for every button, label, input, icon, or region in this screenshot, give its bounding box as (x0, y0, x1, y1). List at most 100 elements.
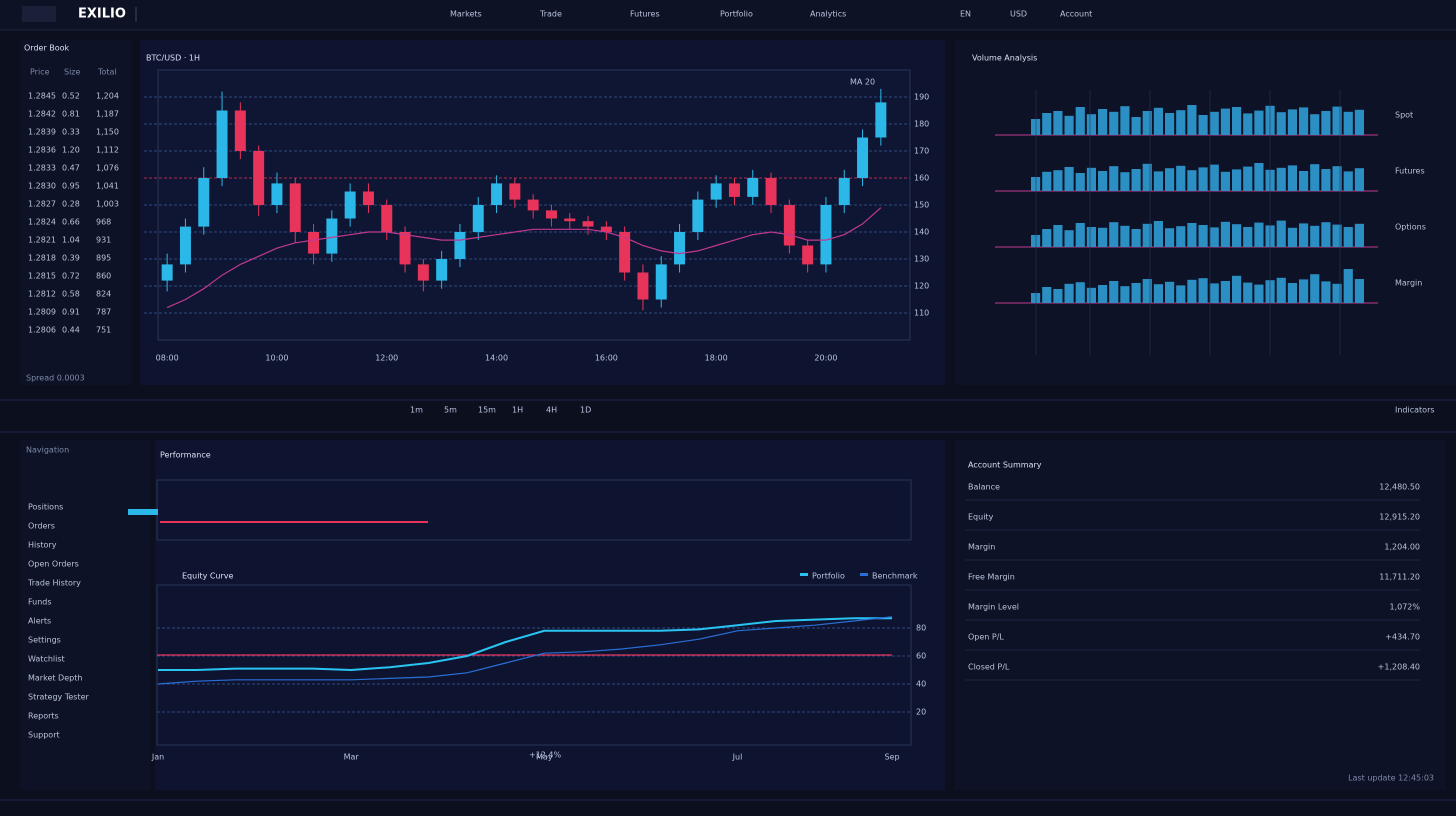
timeframe-button[interactable]: 1H (512, 406, 523, 415)
timeframe-button[interactable]: 4H (546, 406, 557, 415)
y-tick-label: 60 (916, 652, 926, 661)
sidebar-item[interactable]: Alerts (28, 617, 51, 626)
summary-panel (955, 440, 1445, 790)
volume-bar (1142, 279, 1152, 303)
order-book-cell: 1,187 (96, 110, 119, 119)
y-tick-label: 120 (914, 282, 929, 291)
sidebar-item[interactable]: History (28, 541, 57, 550)
summary-value: 12,915.20 (1379, 513, 1420, 522)
header-control[interactable]: EN (960, 10, 971, 19)
nav-item[interactable]: Portfolio (720, 10, 753, 19)
sidebar-item[interactable]: Reports (28, 712, 59, 721)
volume-bar (1220, 108, 1230, 135)
order-book-cell: 0.33 (62, 128, 80, 137)
top-bar (0, 0, 1456, 30)
order-book-cell: 1,003 (96, 200, 119, 209)
volume-bar (1042, 229, 1052, 247)
toolbar-button[interactable]: Indicators (1395, 406, 1435, 415)
nav-item[interactable]: Futures (630, 10, 660, 19)
volume-bar (1276, 277, 1286, 303)
order-book-cell: 824 (96, 290, 111, 299)
legend-entry: MA 20 (850, 78, 875, 87)
volume-bar (1232, 169, 1242, 191)
volume-bar (1098, 285, 1108, 303)
timeframe-button[interactable]: 1D (580, 406, 591, 415)
volume-bar (1254, 110, 1264, 135)
volume-bar (1120, 106, 1130, 135)
volume-bar (1209, 111, 1219, 135)
summary-value: 1,072% (1389, 603, 1420, 612)
sidebar-item[interactable]: Funds (28, 598, 52, 607)
volume-bar (1131, 283, 1141, 303)
volume-bar (1354, 168, 1364, 191)
candle-body (857, 137, 869, 178)
candle-body (765, 178, 777, 205)
candle-body (674, 232, 686, 265)
candle-body (747, 178, 759, 197)
order-book-cell: 1,112 (96, 146, 119, 155)
sidebar-item[interactable]: Market Depth (28, 674, 82, 683)
candle-body (253, 151, 265, 205)
summary-label: Balance (968, 483, 1000, 492)
panel-title: Account Summary (968, 461, 1042, 470)
volume-bar (1187, 279, 1197, 303)
volume-bar (1165, 228, 1175, 247)
volume-bar (1109, 222, 1119, 247)
volume-bar (1354, 279, 1364, 303)
candle-body (600, 226, 612, 232)
volume-bar (1198, 225, 1208, 247)
timeframe-button[interactable]: 15m (478, 406, 496, 415)
volume-bar (1321, 222, 1331, 247)
candle-body (399, 232, 411, 265)
summary-value: 1,204.00 (1384, 543, 1420, 552)
volume-bar (1153, 221, 1163, 247)
volume-bar (1343, 227, 1353, 247)
order-book-cell: 0.39 (62, 254, 80, 263)
sidebar-item[interactable]: Support (28, 731, 60, 740)
y-tick-label: 20 (916, 708, 926, 717)
volume-bar (1287, 165, 1297, 191)
y-tick-label: 110 (914, 309, 929, 318)
sidebar-item[interactable]: Watchlist (28, 655, 65, 664)
sidebar-item[interactable]: Orders (28, 522, 55, 531)
sidebar-item[interactable]: Positions (28, 503, 63, 512)
candle-body (417, 264, 429, 281)
order-book-cell: 1.2827 (28, 200, 56, 209)
sidebar-item[interactable]: Trade History (27, 579, 81, 588)
nav-item[interactable]: Analytics (810, 10, 846, 19)
sidebar-item[interactable]: Settings (28, 636, 61, 645)
sidebar-item[interactable]: Open Orders (28, 560, 79, 569)
volume-bar (1332, 224, 1342, 247)
legend-entry: Benchmark (872, 572, 918, 581)
nav-item[interactable]: Markets (450, 10, 482, 19)
candle-body (802, 245, 814, 265)
order-book-cell: 0.58 (62, 290, 80, 299)
volume-bar (1142, 111, 1152, 135)
header-control[interactable]: USD (1010, 10, 1027, 19)
order-book-cell: 1.2812 (28, 290, 56, 299)
order-book-cell: 1,204 (96, 92, 119, 101)
timeframe-button[interactable]: 5m (444, 406, 457, 415)
order-book-cell: 1.2815 (28, 272, 56, 281)
volume-bar (1131, 229, 1141, 247)
sidebar-item[interactable]: Strategy Tester (28, 693, 89, 702)
volume-bar (1031, 119, 1041, 135)
legend-entry: Futures (1395, 167, 1425, 176)
volume-bar (1053, 111, 1063, 135)
order-book-cell: 0.44 (62, 326, 80, 335)
order-book-cell: 1.2809 (28, 308, 56, 317)
x-tick-label: 12:00 (375, 354, 398, 363)
y-tick-label: 180 (914, 120, 929, 129)
candle-body (179, 226, 191, 265)
volume-bar (1198, 115, 1208, 135)
nav-item[interactable]: Trade (539, 10, 562, 19)
volume-bar (1153, 107, 1163, 135)
volume-bar (1064, 230, 1074, 247)
line-series (158, 617, 892, 672)
x-tick-label: May (536, 753, 553, 762)
x-tick-label: Mar (344, 753, 360, 762)
timeframe-button[interactable]: 1m (410, 406, 423, 415)
order-book-cell: 1.2806 (28, 326, 56, 335)
volume-bar (1086, 287, 1096, 303)
header-control[interactable]: Account (1060, 10, 1092, 19)
